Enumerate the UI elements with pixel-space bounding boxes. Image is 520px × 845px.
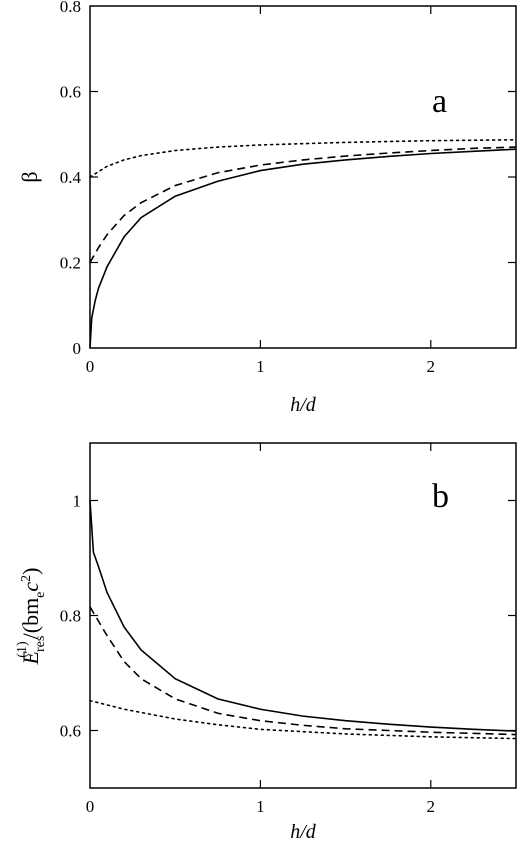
panel-b: 0 1 20.60.81 b h/d Eres(1)/(bmec2) <box>15 442 517 843</box>
panel-b-ytick-label-0: 0.6 <box>60 722 81 741</box>
panel-a-ytick-label-3: 0.6 <box>60 83 81 102</box>
panel-b-xtick-label-1: 1 <box>256 797 265 816</box>
panel-a-xtick-label-0: 0 <box>86 357 95 376</box>
panel-b-series <box>89 500 517 740</box>
panel-a-ytick-label-2: 0.4 <box>60 168 82 187</box>
panel-a-xtick-label-1: 1 <box>256 357 265 376</box>
panel-b-ytick-label-2: 1 <box>73 492 82 511</box>
panel-b-series-dashed <box>89 606 517 736</box>
panel-b-xtick-label-2: 2 <box>427 797 436 816</box>
panel-a-frame <box>89 5 517 349</box>
panel-a-ticks: 0 1 2 0 0.2 0.4 0.6 0.8 <box>60 0 516 376</box>
panel-b-ylabel-c-sup: 2 <box>19 575 34 582</box>
panel-a-ylabel: β <box>17 171 42 182</box>
panel-b-ylabel-e: e <box>33 592 48 598</box>
panel-a-ytick-label-0: 0 <box>73 339 82 358</box>
panel-a-series-solid <box>89 148 517 349</box>
panel-a-series-dotted <box>89 139 517 178</box>
panel-a-xtick-label-2: 2 <box>427 357 436 376</box>
panel-b-ylabel-mid: /(bm <box>18 598 43 640</box>
panel-b-ylabel-c: c <box>18 582 43 592</box>
panel-a-letter: a <box>432 83 447 120</box>
panel-b-xtick-label-0: 0 <box>86 797 95 816</box>
panel-b-ytick-label-1: 0.8 <box>60 607 81 626</box>
panel-b-ylabel-close: ) <box>18 568 43 575</box>
panel-a-series <box>89 139 517 349</box>
panel-b-ylabel: Eres(1)/(bmec2) <box>15 568 48 666</box>
panel-a-ytick-label-1: 0.2 <box>60 254 81 273</box>
panel-b-xlabel: h/d <box>290 821 317 843</box>
panel-b-ticks: 0 1 2 0.6 0.8 1 <box>60 443 516 816</box>
panel-a-series-dashed <box>89 146 517 263</box>
panel-a-ytick-label-4: 0.8 <box>60 0 81 16</box>
panel-b-series-dotted <box>89 699 517 740</box>
panel-a: 0 1 2 0 0.2 0.4 0.6 0.8 a h/d β <box>17 0 517 416</box>
panel-b-frame <box>89 442 517 789</box>
panel-b-ylabel-E: E <box>18 650 43 665</box>
panel-b-letter: b <box>432 478 449 515</box>
panel-b-ylabel-sup: (1) <box>15 641 30 658</box>
panel-b-series-solid <box>89 500 517 732</box>
panel-b-ylabel-sub: res <box>33 636 48 652</box>
panel-a-xlabel: h/d <box>290 394 317 416</box>
svg-text:Eres(1)/(bmec2): Eres(1)/(bmec2) <box>15 568 48 666</box>
